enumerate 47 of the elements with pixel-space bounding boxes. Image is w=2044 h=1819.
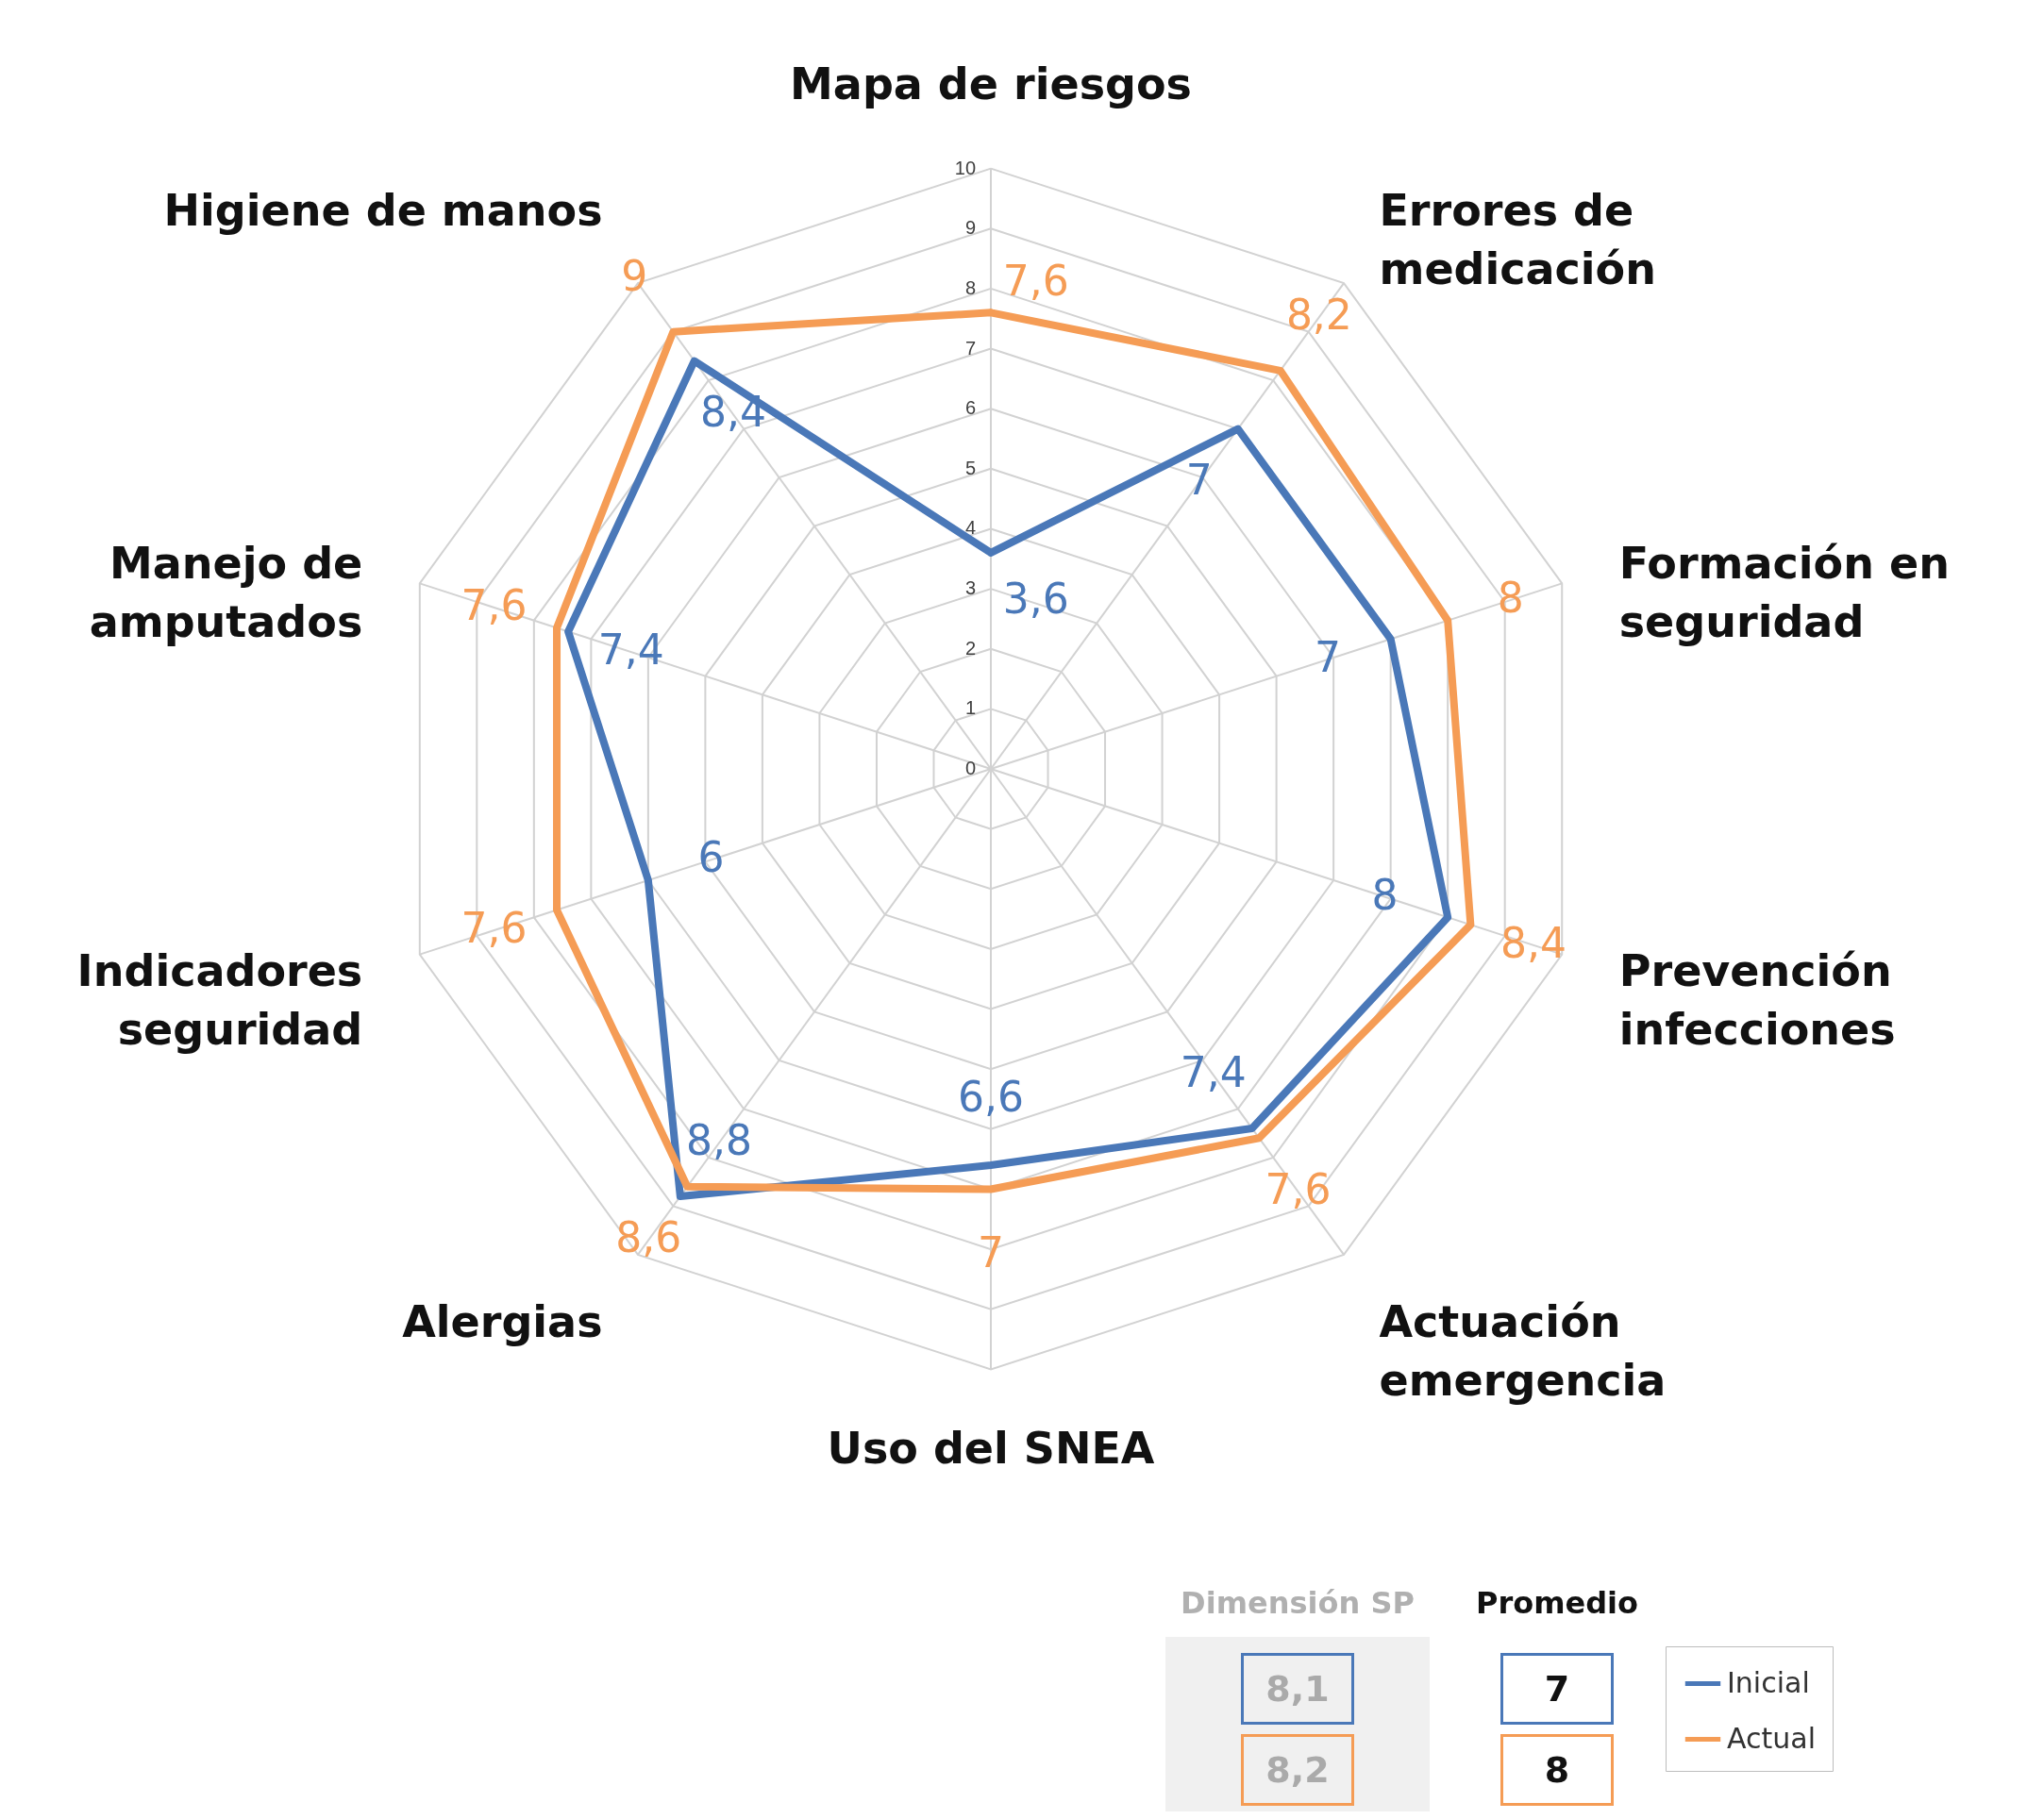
data-label: 7,6 <box>461 904 528 953</box>
y-tick-label: 0 <box>964 758 977 778</box>
data-label: 7,4 <box>597 626 664 675</box>
data-label: 7,6 <box>461 580 528 629</box>
data-label: 8,4 <box>1499 918 1567 967</box>
data-label: 7 <box>1315 632 1342 681</box>
data-label: 8 <box>1497 574 1524 623</box>
y-tick-label: 8 <box>964 276 977 298</box>
legend-label: Inicial <box>1727 1665 1810 1699</box>
data-label: 9 <box>621 252 648 301</box>
data-label: 6 <box>697 833 725 882</box>
y-tick-label: 9 <box>964 217 977 239</box>
spoke-label: Manejo de amputados <box>89 537 363 647</box>
data-label: 8,6 <box>615 1213 682 1262</box>
data-label: 6,6 <box>958 1073 1024 1121</box>
y-tick-label: 10 <box>954 157 977 178</box>
data-label: 7 <box>1185 456 1213 505</box>
y-tick-label: 5 <box>964 457 977 478</box>
y-tick-label: 7 <box>964 337 977 359</box>
spoke-label: Prevención infecciones <box>1618 945 1896 1056</box>
y-tick-label: 6 <box>964 397 977 419</box>
y-tick-label: 4 <box>964 517 977 539</box>
text: 8,2 <box>1241 1734 1354 1806</box>
data-label: 3,6 <box>1002 574 1069 623</box>
data-label: 8,2 <box>1285 291 1352 340</box>
spoke-label: Formación en seguridad <box>1618 537 1950 647</box>
text: 8 <box>1500 1734 1614 1806</box>
spoke-label: Mapa de riesgos <box>790 58 1192 109</box>
data-label: 8,8 <box>685 1116 752 1165</box>
text: 7 <box>1500 1653 1614 1725</box>
spoke-label: Errores de medicación <box>1379 184 1656 294</box>
data-label: 7,4 <box>1180 1048 1247 1097</box>
y-tick-label: 2 <box>964 637 977 659</box>
text: Dimensión SP <box>1180 1585 1416 1621</box>
y-tick-label: 1 <box>964 697 977 719</box>
spoke-label: Higiene de manos <box>163 184 603 236</box>
spoke-label: Actuación emergencia <box>1379 1296 1667 1407</box>
spoke-label: Alergias <box>402 1296 603 1348</box>
spoke-label: Uso del SNEA <box>827 1423 1155 1474</box>
data-label: 7,6 <box>1002 256 1069 305</box>
y-tick-label: 3 <box>964 577 977 599</box>
text: 8,1 <box>1241 1653 1354 1725</box>
data-label: 7,6 <box>1265 1164 1332 1213</box>
text: Promedio <box>1474 1585 1640 1621</box>
spoke-label: Indicadores seguridad <box>76 945 363 1056</box>
legend-label: Actual <box>1727 1721 1816 1755</box>
data-label: 8 <box>1371 870 1399 919</box>
